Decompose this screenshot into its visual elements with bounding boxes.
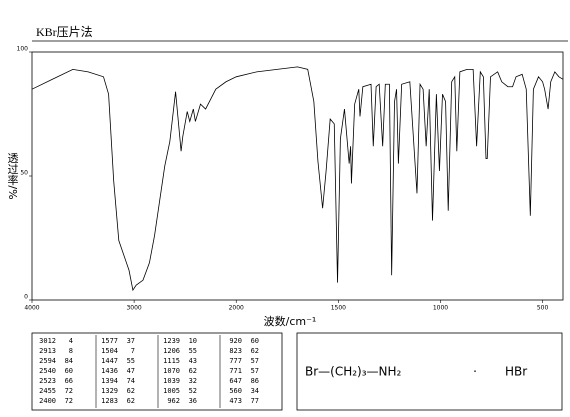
peak-wavenumber: 1070 — [163, 367, 180, 375]
structure-box — [296, 332, 563, 411]
peak-wavenumber: 1436 — [101, 367, 118, 375]
x-tick-label: 3000 — [126, 305, 141, 312]
peak-wavenumber: 3012 — [39, 337, 56, 345]
peak-transmittance: 34 — [251, 387, 259, 395]
x-tick-label: 500 — [537, 305, 549, 312]
peak-wavenumber: 1115 — [163, 357, 180, 365]
peak-transmittance: 86 — [251, 377, 259, 385]
peak-transmittance: 8 — [69, 347, 73, 355]
peak-transmittance: 57 — [251, 367, 259, 375]
peak-transmittance: 84 — [65, 357, 73, 365]
peak-transmittance: 36 — [189, 397, 197, 405]
peak-transmittance: 4 — [69, 337, 73, 345]
peak-wavenumber: 2400 — [39, 397, 56, 405]
x-tick-label: 2000 — [229, 305, 244, 312]
peak-wavenumber: 1329 — [101, 387, 118, 395]
peak-transmittance: 37 — [127, 337, 135, 345]
structure-salt: HBr — [505, 365, 527, 379]
x-tick-label: 4000 — [24, 305, 39, 312]
peak-transmittance: 72 — [65, 387, 73, 395]
peak-wavenumber: 777 — [229, 357, 242, 365]
y-tick-label: 50 — [20, 170, 28, 177]
y-tick-label: 100 — [17, 46, 29, 53]
spectrum-line — [31, 66, 564, 292]
peak-transmittance: 10 — [189, 337, 197, 345]
x-tick-label: 1000 — [433, 305, 448, 312]
peak-transmittance: 72 — [65, 397, 73, 405]
peak-transmittance: 57 — [251, 357, 259, 365]
plot-frame — [31, 51, 564, 301]
peak-wavenumber: 560 — [229, 387, 242, 395]
peak-wavenumber: 2523 — [39, 377, 56, 385]
peak-wavenumber: 2594 — [39, 357, 56, 365]
peak-transmittance: 62 — [127, 397, 135, 405]
peak-transmittance: 60 — [251, 337, 259, 345]
peak-wavenumber: 920 — [229, 337, 242, 345]
peak-transmittance: 55 — [189, 347, 197, 355]
peak-transmittance: 43 — [189, 357, 197, 365]
peak-wavenumber: 1577 — [101, 337, 118, 345]
peak-transmittance: 62 — [251, 347, 259, 355]
peak-wavenumber: 1039 — [163, 377, 180, 385]
peak-transmittance: 52 — [189, 387, 197, 395]
peak-transmittance: 60 — [65, 367, 73, 375]
peak-wavenumber: 2455 — [39, 387, 56, 395]
peak-wavenumber: 2540 — [39, 367, 56, 375]
x-tick-label: 1500 — [331, 305, 346, 312]
peak-transmittance: 62 — [127, 387, 135, 395]
peak-transmittance: 32 — [189, 377, 197, 385]
peak-wavenumber: 473 — [229, 397, 242, 405]
x-axis-label: 波数/cm⁻¹ — [264, 315, 317, 328]
structure-dot: · — [473, 365, 477, 379]
structure-formula: Br—(CH₂)₃—NH₂ — [305, 365, 402, 379]
peak-transmittance: 74 — [127, 377, 135, 385]
peak-wavenumber: 647 — [229, 377, 242, 385]
y-tick-label: 0 — [24, 294, 28, 301]
peak-transmittance: 62 — [189, 367, 197, 375]
peak-wavenumber: 1447 — [101, 357, 118, 365]
peak-table-box — [31, 332, 283, 411]
peak-wavenumber: 1239 — [163, 337, 180, 345]
peak-transmittance: 7 — [131, 347, 135, 355]
peak-wavenumber: 1283 — [101, 397, 118, 405]
peak-wavenumber: 962 — [167, 397, 180, 405]
peak-wavenumber: 823 — [229, 347, 242, 355]
y-axis-label: 透过率/% — [6, 152, 19, 199]
peak-wavenumber: 771 — [229, 367, 242, 375]
peak-transmittance: 55 — [127, 357, 135, 365]
chart-title: KBr压片法 — [36, 25, 93, 39]
peak-wavenumber: 1005 — [163, 387, 180, 395]
peak-wavenumber: 1394 — [101, 377, 118, 385]
peak-transmittance: 66 — [65, 377, 73, 385]
peak-wavenumber: 2913 — [39, 347, 56, 355]
peak-transmittance: 47 — [127, 367, 135, 375]
peak-transmittance: 77 — [251, 397, 259, 405]
peak-wavenumber: 1206 — [163, 347, 180, 355]
peak-wavenumber: 1504 — [101, 347, 118, 355]
